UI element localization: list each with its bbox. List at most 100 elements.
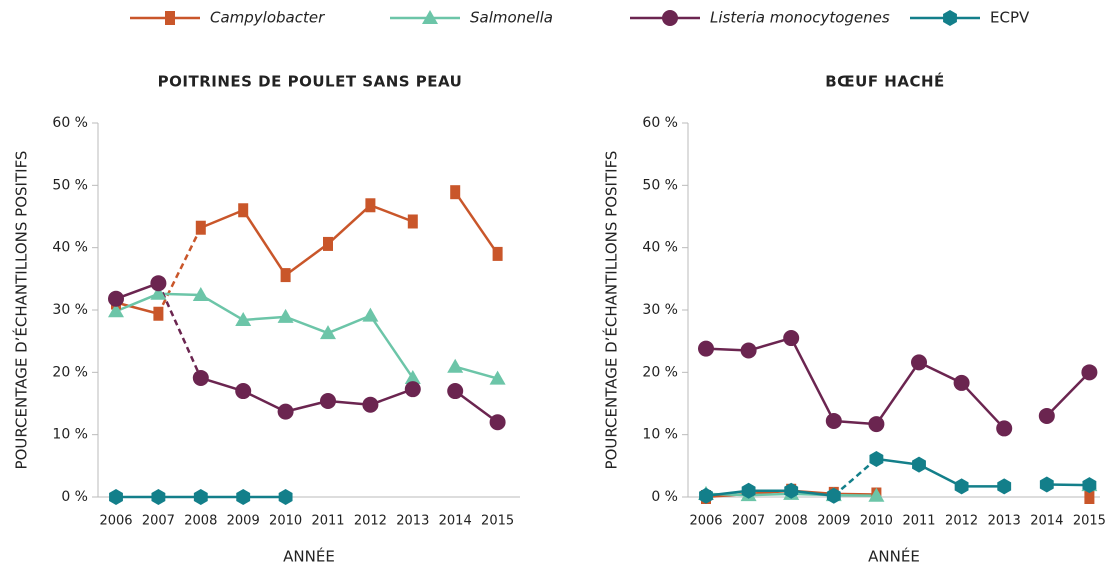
line-segment (790, 337, 835, 422)
line-segment (1045, 371, 1091, 417)
marker-triangle (422, 10, 438, 24)
marker-triangle (868, 487, 885, 502)
marker-circle (447, 383, 464, 400)
marker-hexagon (826, 487, 841, 504)
line-segment (1046, 483, 1090, 487)
marker-square (492, 246, 503, 261)
marker-circle (1081, 364, 1098, 381)
line-segment (833, 493, 877, 498)
marker-square (238, 203, 249, 218)
marker-circle (320, 393, 336, 410)
marker-square (407, 214, 418, 229)
x-axis-title: ANNÉE (868, 547, 920, 566)
line-segment (327, 314, 371, 335)
marker-circle (362, 396, 379, 413)
y-tick-label: 40 % (52, 240, 88, 256)
x-tick-label: 2011 (311, 514, 344, 529)
marker-hexagon (741, 482, 756, 499)
legend-label: ECPV (990, 9, 1030, 27)
marker-triangle (489, 370, 506, 385)
line-segment (157, 282, 202, 379)
y-tick-label: 20 % (642, 364, 678, 380)
line-segment (200, 293, 244, 322)
marker-square (280, 268, 291, 283)
x-tick-label: 2006 (99, 514, 132, 529)
line-segment (875, 361, 921, 425)
marker-circle (1038, 407, 1055, 424)
line-segment (454, 390, 499, 424)
marker-triangle (235, 311, 252, 326)
line-segment (158, 292, 201, 297)
marker-hexagon (943, 10, 957, 26)
marker-circle (911, 354, 927, 371)
marker-hexagon (236, 489, 251, 505)
line-segment (705, 489, 749, 497)
line-segment (454, 365, 498, 380)
x-tick-label: 2015 (481, 514, 514, 529)
line-segment (876, 457, 920, 466)
line-segment (918, 463, 963, 488)
line-segment (200, 209, 244, 229)
y-axis-title: POURCENTAGE D’ÉCHANTILLONS POSITIFS (602, 151, 621, 470)
line-segment (791, 489, 834, 497)
y-tick-label: 20 % (52, 364, 88, 380)
marker-hexagon (109, 489, 123, 505)
x-tick-label: 2015 (1073, 514, 1106, 529)
x-tick-label: 2012 (945, 514, 978, 529)
y-tick-label: 10 % (52, 427, 88, 443)
line-segment (748, 492, 792, 497)
line-segment (284, 242, 329, 277)
x-tick-label: 2009 (227, 514, 260, 529)
y-tick-label: 50 % (52, 177, 88, 193)
x-tick-label: 2011 (902, 514, 935, 529)
marker-circle (825, 412, 842, 429)
x-tick-label: 2008 (184, 514, 217, 529)
legend-label: Salmonella (470, 9, 553, 27)
marker-hexagon (193, 489, 208, 505)
y-tick-label: 0 % (651, 489, 678, 505)
marker-hexagon (784, 482, 799, 499)
line-segment (832, 458, 878, 497)
chart-title: BŒUF HACHÉ (825, 72, 945, 91)
x-tick-label: 2006 (689, 514, 722, 529)
y-tick-label: 10 % (642, 427, 678, 443)
x-tick-label: 2013 (396, 514, 429, 529)
marker-circle (489, 414, 506, 431)
marker-triangle (447, 358, 464, 373)
marker-square (323, 236, 333, 251)
marker-hexagon (699, 487, 713, 504)
marker-triangle (404, 369, 421, 384)
line-segment (285, 315, 329, 335)
x-tick-label: 2012 (354, 514, 387, 529)
marker-hexagon (151, 489, 166, 505)
line-segment (243, 315, 286, 322)
y-axis-title: POURCENTAGE D’ÉCHANTILLONS POSITIFS (12, 151, 31, 470)
marker-square (165, 11, 175, 25)
marker-circle (404, 381, 421, 398)
x-tick-label: 2007 (732, 514, 765, 529)
legend-label: Listeria monocytogenes (710, 9, 890, 27)
marker-circle (662, 10, 678, 26)
x-axis-title: ANNÉE (283, 547, 335, 566)
marker-circle (108, 290, 124, 307)
y-tick-label: 50 % (642, 177, 678, 193)
marker-circle (277, 403, 294, 420)
marker-circle (996, 420, 1013, 437)
marker-hexagon (912, 456, 926, 473)
marker-circle (783, 330, 800, 347)
marker-circle (698, 340, 714, 357)
marker-triangle (362, 307, 379, 322)
line-segment (369, 314, 414, 379)
marker-hexagon (1039, 476, 1054, 493)
marker-circle (192, 369, 209, 386)
legend-label: Campylobacter (210, 9, 325, 27)
marker-hexagon (997, 478, 1012, 495)
marker-hexagon (278, 489, 293, 505)
line-segment (115, 301, 159, 315)
x-tick-label: 2010 (269, 514, 302, 529)
marker-circle (150, 275, 167, 292)
line-segment (242, 209, 287, 276)
y-tick-label: 60 % (642, 115, 678, 131)
marker-triangle (150, 285, 167, 300)
